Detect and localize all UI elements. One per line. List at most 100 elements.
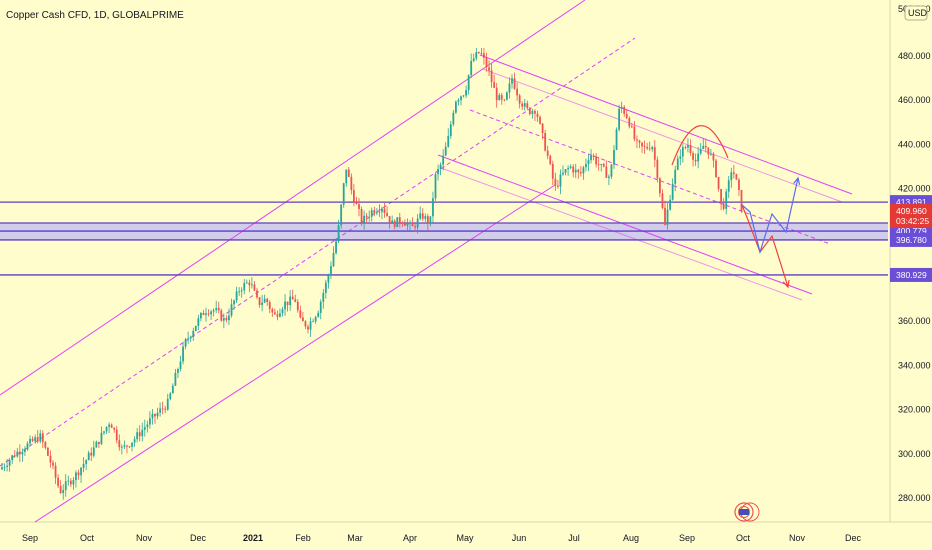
candle-body-63[interactable] <box>161 408 164 410</box>
candle-body-240[interactable] <box>613 149 615 165</box>
candle-body-146[interactable] <box>373 210 376 214</box>
economic-event-icon[interactable] <box>734 502 754 522</box>
candle-body-237[interactable] <box>605 166 608 178</box>
candle-body-98[interactable] <box>251 284 253 286</box>
candle-body-38[interactable] <box>98 441 100 444</box>
candle-body-83[interactable] <box>212 310 215 312</box>
candle-body-61[interactable] <box>156 412 159 417</box>
candle-body-64[interactable] <box>164 408 167 410</box>
candle-body-82[interactable] <box>210 311 212 315</box>
candle-body-79[interactable] <box>202 312 205 315</box>
candle-body-280[interactable] <box>715 160 717 177</box>
candle-body-3[interactable] <box>8 460 11 466</box>
candle-body-14[interactable] <box>36 437 39 442</box>
candle-body-135[interactable] <box>345 169 348 184</box>
candle-body-9[interactable] <box>24 449 26 452</box>
candle-body-120[interactable] <box>307 326 309 330</box>
candle-body-87[interactable] <box>222 317 225 321</box>
candle-body-176[interactable] <box>449 124 452 137</box>
candle-body-149[interactable] <box>381 208 383 212</box>
candle-body-197[interactable] <box>503 99 506 101</box>
candle-body-162[interactable] <box>414 226 416 228</box>
candle-body-263[interactable] <box>671 183 674 200</box>
candle-body-185[interactable] <box>472 58 475 61</box>
candle-body-215[interactable] <box>549 155 552 164</box>
candle-body-86[interactable] <box>220 310 223 321</box>
candle-body-173[interactable] <box>442 155 445 165</box>
candle-body-225[interactable] <box>574 169 577 173</box>
candle-body-246[interactable] <box>628 117 631 127</box>
candle-body-129[interactable] <box>330 266 332 276</box>
candle-body-11[interactable] <box>29 438 31 444</box>
candle-body-66[interactable] <box>169 393 172 399</box>
candle-body-140[interactable] <box>358 204 360 210</box>
candle-body-117[interactable] <box>299 310 302 318</box>
candle-body-258[interactable] <box>659 178 661 194</box>
candle-body-128[interactable] <box>327 275 330 283</box>
candle-body-24[interactable] <box>62 490 65 494</box>
candle-body-281[interactable] <box>717 176 720 190</box>
candle-body-288[interactable] <box>735 173 738 180</box>
candle-body-143[interactable] <box>365 215 368 218</box>
candle-body-19[interactable] <box>49 455 52 463</box>
candle-body-218[interactable] <box>557 185 559 187</box>
candle-body-178[interactable] <box>455 101 457 113</box>
candle-body-77[interactable] <box>197 318 200 326</box>
candle-body-265[interactable] <box>676 158 679 170</box>
candle-body-112[interactable] <box>286 301 289 306</box>
candle-body-290[interactable] <box>740 189 743 212</box>
candle-body-137[interactable] <box>350 176 353 191</box>
candle-body-243[interactable] <box>620 106 623 109</box>
candle-body-124[interactable] <box>317 312 320 317</box>
candle-body-52[interactable] <box>133 439 136 443</box>
candle-body-104[interactable] <box>266 298 269 303</box>
candle-body-182[interactable] <box>465 90 467 96</box>
candle-body-235[interactable] <box>600 164 603 166</box>
candle-body-270[interactable] <box>689 145 692 154</box>
candle-body-67[interactable] <box>171 385 174 394</box>
candle-body-12[interactable] <box>31 438 34 441</box>
candle-body-174[interactable] <box>444 146 447 156</box>
candle-body-43[interactable] <box>110 424 113 428</box>
candle-body-207[interactable] <box>528 107 531 115</box>
candle-body-106[interactable] <box>271 309 274 313</box>
candle-body-233[interactable] <box>595 156 598 165</box>
candle-body-157[interactable] <box>401 222 404 224</box>
candle-body-13[interactable] <box>34 437 37 441</box>
candle-body-55[interactable] <box>141 429 144 437</box>
candle-body-41[interactable] <box>105 426 108 432</box>
candle-body-159[interactable] <box>406 223 409 226</box>
candle-body-229[interactable] <box>585 164 587 168</box>
candle-body-80[interactable] <box>205 313 207 315</box>
candle-body-47[interactable] <box>120 446 123 448</box>
candle-body-40[interactable] <box>103 431 105 433</box>
candle-body-123[interactable] <box>314 316 317 322</box>
candle-body-33[interactable] <box>85 460 88 464</box>
candle-body-273[interactable] <box>697 153 700 162</box>
candle-body-54[interactable] <box>138 432 141 437</box>
candle-body-21[interactable] <box>54 465 57 478</box>
candle-body-234[interactable] <box>597 164 600 166</box>
candle-body-111[interactable] <box>284 301 286 310</box>
candle-body-188[interactable] <box>480 53 483 54</box>
candle-body-217[interactable] <box>554 178 557 186</box>
candle-body-22[interactable] <box>57 477 59 486</box>
candle-body-206[interactable] <box>526 103 529 108</box>
candle-body-109[interactable] <box>279 313 281 317</box>
candle-body-251[interactable] <box>641 142 643 147</box>
candle-body-268[interactable] <box>684 147 687 149</box>
candle-body-53[interactable] <box>136 432 139 440</box>
candle-body-166[interactable] <box>424 216 427 219</box>
candle-body-29[interactable] <box>75 472 77 481</box>
candle-body-100[interactable] <box>256 290 258 298</box>
candle-body-194[interactable] <box>495 87 498 101</box>
candle-body-214[interactable] <box>546 150 549 156</box>
candle-body-130[interactable] <box>332 253 335 267</box>
candle-body-10[interactable] <box>26 443 29 450</box>
candle-body-88[interactable] <box>225 317 228 321</box>
candle-body-107[interactable] <box>273 312 276 315</box>
candle-body-105[interactable] <box>268 302 271 310</box>
candle-body-90[interactable] <box>230 304 233 316</box>
candle-body-121[interactable] <box>309 321 312 330</box>
candle-body-204[interactable] <box>521 103 524 107</box>
